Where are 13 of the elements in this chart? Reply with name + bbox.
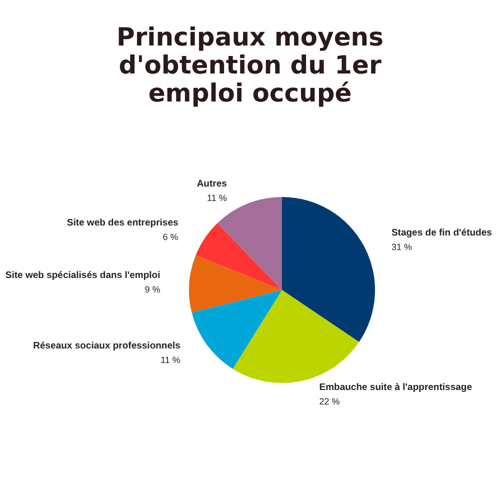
chart-title: Principaux moyens d'obtention du 1er emploi occupé bbox=[116, 22, 384, 108]
slice-label: Embauche suite à l'apprentissage bbox=[319, 382, 472, 394]
slice-label: Site web des entreprises bbox=[66, 218, 178, 229]
data-label: 9 % bbox=[144, 284, 160, 295]
data-label: 11 % bbox=[207, 192, 227, 203]
data-label: 11 % bbox=[160, 354, 180, 365]
data-label: 31 % bbox=[391, 242, 412, 252]
slice-label: Site web spécialisés dans l'emploi bbox=[5, 270, 160, 282]
slice-label: Autres bbox=[196, 178, 227, 190]
slice-label: Stages de fin d'études bbox=[391, 227, 492, 238]
slice-label: Réseaux sociaux professionnels bbox=[33, 340, 180, 352]
data-label: 6 % bbox=[162, 232, 178, 242]
data-label: 22 % bbox=[319, 396, 340, 407]
